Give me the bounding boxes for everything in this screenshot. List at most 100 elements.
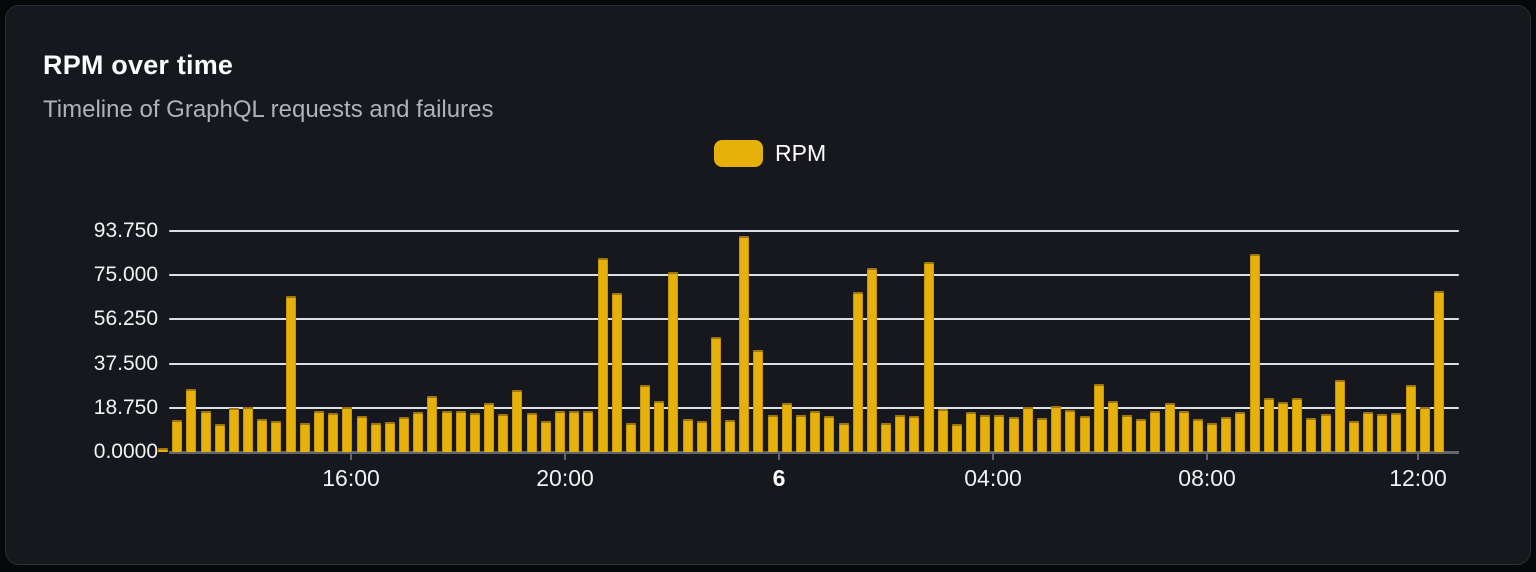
bar[interactable] [725,420,736,452]
bar[interactable] [625,423,636,452]
bar[interactable] [1065,410,1076,452]
bar[interactable] [838,422,849,452]
bar[interactable] [285,296,296,452]
bar[interactable] [1249,253,1260,452]
bar[interactable] [966,411,977,452]
bar[interactable] [781,403,792,452]
bar[interactable] [1207,423,1218,452]
bar[interactable] [555,411,565,452]
bar[interactable] [356,415,367,452]
bar[interactable] [1164,403,1175,452]
legend-swatch-rpm[interactable] [714,140,763,167]
bar[interactable] [1192,418,1203,452]
bar[interactable] [611,292,622,452]
bar[interactable] [909,416,920,452]
bar[interactable] [739,236,750,452]
bar[interactable] [214,424,225,452]
bar[interactable] [526,413,537,452]
bar[interactable] [753,350,764,452]
bar[interactable] [370,422,381,452]
bar[interactable] [299,422,310,452]
bar[interactable] [1419,407,1430,452]
bar[interactable] [1320,414,1331,452]
x-axis-tick-08:00 [1206,453,1209,460]
bar[interactable] [1022,407,1033,452]
bar[interactable] [767,415,778,452]
bar[interactable] [881,423,892,452]
bar[interactable] [1178,411,1189,452]
bar[interactable] [796,415,806,452]
gridline-93.750 [169,230,1459,232]
bar[interactable] [328,413,339,452]
bar[interactable] [710,337,721,452]
bar[interactable] [895,414,906,452]
bar[interactable] [540,420,551,452]
bar[interactable] [640,384,651,452]
bar[interactable] [1235,412,1246,452]
bar[interactable] [583,411,594,452]
bar[interactable] [484,403,495,452]
bar[interactable] [441,410,452,452]
x-axis-tick-16:00 [350,453,353,460]
bar[interactable] [469,413,480,452]
bar[interactable] [866,267,877,452]
bar[interactable] [1363,412,1374,452]
bar[interactable] [172,420,183,452]
bar[interactable] [1107,400,1118,452]
bar[interactable] [1263,397,1274,452]
bar[interactable] [668,271,679,452]
bar[interactable] [951,423,962,452]
bar[interactable] [498,413,509,452]
bar[interactable] [1334,379,1345,452]
bar[interactable] [569,411,580,452]
bar[interactable] [384,421,395,452]
bar[interactable] [243,407,254,452]
bar[interactable] [1277,402,1288,452]
bar[interactable] [1079,416,1090,452]
bar[interactable] [228,408,239,452]
bar[interactable] [994,414,1005,452]
x-axis-tick-20:00 [564,453,567,460]
bar[interactable] [1306,417,1317,452]
x-axis-label-20:00: 20:00 [536,465,594,491]
x-axis-line [169,451,1459,454]
bar[interactable] [427,396,438,452]
bar[interactable] [314,411,325,452]
bar[interactable] [852,292,863,452]
bar[interactable] [1150,410,1161,452]
bar[interactable] [980,415,991,452]
bar[interactable] [682,418,693,452]
bar[interactable] [399,417,410,452]
bar[interactable] [1051,406,1062,452]
bar[interactable] [1348,421,1359,452]
y-axis-label-56.250: 56.250 [93,307,158,331]
bar[interactable] [200,410,211,452]
bar[interactable] [1391,412,1402,452]
bar[interactable] [1292,398,1303,452]
bar[interactable] [696,420,707,452]
bar[interactable] [342,406,353,452]
bar[interactable] [654,400,665,452]
bar[interactable] [455,411,466,452]
bar[interactable] [597,258,608,452]
bar[interactable] [1008,416,1019,452]
bar[interactable] [186,389,197,452]
bar[interactable] [512,390,523,452]
bar[interactable] [937,409,948,452]
bar[interactable] [158,448,169,452]
bar[interactable] [1122,414,1133,452]
bar[interactable] [1405,385,1416,452]
bar[interactable] [1136,419,1147,452]
bar[interactable] [1093,384,1104,452]
x-axis-tick-04:00 [992,453,995,460]
bar[interactable] [810,410,821,452]
bar[interactable] [271,421,282,452]
bar[interactable] [824,416,835,452]
bar[interactable] [1433,291,1444,452]
bar[interactable] [1377,413,1388,452]
bar[interactable] [1036,418,1047,452]
bar[interactable] [923,262,934,452]
bar[interactable] [413,412,424,452]
bar[interactable] [1221,417,1232,452]
bar[interactable] [257,419,268,452]
